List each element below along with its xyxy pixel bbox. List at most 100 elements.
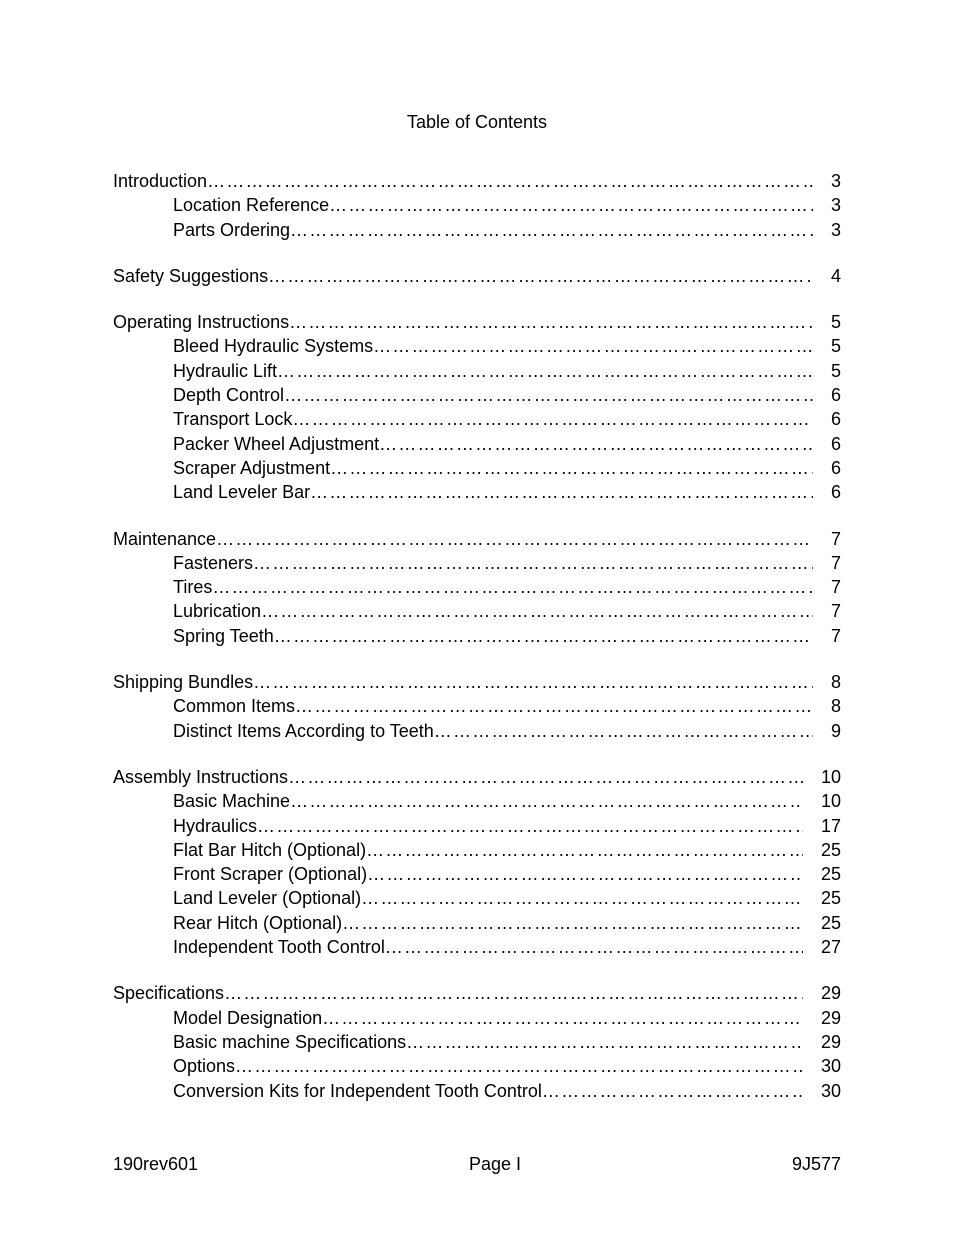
toc-leader-dots: …………………………………………………………………………………………………………… bbox=[295, 694, 813, 718]
toc-subitem: Independent Tooth Control………………………………………… bbox=[113, 935, 841, 959]
toc-leader-dots: …………………………………………………………………………………………………………… bbox=[261, 599, 813, 623]
toc-leader-dots: …………………………………………………………………………………………………………… bbox=[253, 551, 813, 575]
toc-label-wrap: Introduction…………………………………………………………………………… bbox=[113, 169, 813, 193]
toc-leader-dots: …………………………………………………………………………………………………………… bbox=[329, 193, 813, 217]
toc-section-heading: Maintenance……………………………………………………………………………… bbox=[113, 527, 841, 551]
toc-label-wrap: Front Scraper (Optional)…………………………………………… bbox=[113, 862, 803, 886]
toc-leader-dots: …………………………………………………………………………………………………………… bbox=[322, 1006, 803, 1030]
toc-label-wrap: Basic Machine………………………………………………………………………… bbox=[113, 789, 803, 813]
toc-leader-dots: …………………………………………………………………………………………………………… bbox=[288, 765, 803, 789]
toc-section-gap bbox=[113, 288, 841, 310]
toc-entry-label: Tires bbox=[173, 575, 212, 599]
toc-entry-page: 8 bbox=[813, 670, 841, 694]
toc-section-heading: Safety Suggestions…………………………………………………………… bbox=[113, 264, 841, 288]
toc-entry-label: Common Items bbox=[173, 694, 295, 718]
toc-entry-label: Operating Instructions bbox=[113, 310, 289, 334]
toc-entry-page: 25 bbox=[803, 911, 841, 935]
toc-entry-label: Safety Suggestions bbox=[113, 264, 268, 288]
toc-leader-dots: …………………………………………………………………………………………………………… bbox=[406, 1030, 803, 1054]
toc-leader-dots: …………………………………………………………………………………………………………… bbox=[542, 1079, 803, 1103]
toc-subitem: Front Scraper (Optional)…………………………………………… bbox=[113, 862, 841, 886]
toc-subitem: Options………………………………………………………………………………………… bbox=[113, 1054, 841, 1078]
toc-entry-page: 29 bbox=[803, 1006, 841, 1030]
toc-entry-label: Assembly Instructions bbox=[113, 765, 288, 789]
toc-label-wrap: Transport Lock……………………………………………………………………… bbox=[113, 407, 813, 431]
toc-entry-page: 5 bbox=[813, 334, 841, 358]
toc-leader-dots: …………………………………………………………………………………………………………… bbox=[207, 169, 813, 193]
toc-entry-page: 25 bbox=[803, 862, 841, 886]
toc-entry-page: 8 bbox=[813, 694, 841, 718]
toc-entry-label: Independent Tooth Control bbox=[173, 935, 385, 959]
toc-leader-dots: …………………………………………………………………………………………………………… bbox=[379, 432, 813, 456]
toc-subitem: Basic machine Specifications………………………………… bbox=[113, 1030, 841, 1054]
toc-entry-page: 6 bbox=[813, 480, 841, 504]
page-title: Table of Contents bbox=[113, 112, 841, 133]
toc-entry-page: 29 bbox=[803, 981, 841, 1005]
toc-subitem: Packer Wheel Adjustment……………………………………………… bbox=[113, 432, 841, 456]
toc-label-wrap: Scraper Adjustment…………………………………………………………… bbox=[113, 456, 813, 480]
toc-entry-label: Maintenance bbox=[113, 527, 216, 551]
toc-section-heading: Assembly Instructions…………………………………………………… bbox=[113, 765, 841, 789]
toc-label-wrap: Specifications……………………………………………………………………… bbox=[113, 981, 803, 1005]
toc-subitem: Fasteners…………………………………………………………………………………… bbox=[113, 551, 841, 575]
toc-subitem: Land Leveler Bar………………………………………………………………… bbox=[113, 480, 841, 504]
toc-subitem: Lubrication……………………………………………………………………………… bbox=[113, 599, 841, 623]
toc-entry-label: Front Scraper (Optional) bbox=[173, 862, 367, 886]
toc-leader-dots: …………………………………………………………………………………………………………… bbox=[235, 1054, 803, 1078]
toc-label-wrap: Options………………………………………………………………………………………… bbox=[113, 1054, 803, 1078]
toc-label-wrap: Hydraulics………………………………………………………………………………… bbox=[113, 814, 803, 838]
toc-section-heading: Operating Instructions………………………………………………… bbox=[113, 310, 841, 334]
toc-subitem: Bleed Hydraulic Systems……………………………………………… bbox=[113, 334, 841, 358]
toc-leader-dots: …………………………………………………………………………………………………………… bbox=[290, 218, 813, 242]
toc-label-wrap: Parts Ordering……………………………………………………………………… bbox=[113, 218, 813, 242]
toc-entry-label: Introduction bbox=[113, 169, 207, 193]
toc-subitem: Location Reference…………………………………………………………… bbox=[113, 193, 841, 217]
toc-entry-label: Basic Machine bbox=[173, 789, 290, 813]
toc-label-wrap: Lubrication……………………………………………………………………………… bbox=[113, 599, 813, 623]
toc-label-wrap: Flat Bar Hitch (Optional)………………………………………… bbox=[113, 838, 803, 862]
toc-entry-label: Model Designation bbox=[173, 1006, 322, 1030]
toc-subitem: Parts Ordering……………………………………………………………………… bbox=[113, 218, 841, 242]
toc-label-wrap: Conversion Kits for Independent Tooth Co… bbox=[113, 1079, 803, 1103]
footer-center: Page I bbox=[469, 1154, 521, 1175]
toc-entry-label: Options bbox=[173, 1054, 235, 1078]
toc-subitem: Common Items…………………………………………………………………………… bbox=[113, 694, 841, 718]
toc-entry-page: 6 bbox=[813, 383, 841, 407]
toc-label-wrap: Assembly Instructions…………………………………………………… bbox=[113, 765, 803, 789]
toc-entry-page: 9 bbox=[813, 719, 841, 743]
toc-leader-dots: …………………………………………………………………………………………………………… bbox=[212, 575, 813, 599]
toc-label-wrap: Model Designation……………………………………………………………… bbox=[113, 1006, 803, 1030]
toc-entry-page: 7 bbox=[813, 624, 841, 648]
toc-entry-page: 17 bbox=[803, 814, 841, 838]
toc-subitem: Basic Machine………………………………………………………………………… bbox=[113, 789, 841, 813]
toc-subitem: Model Designation……………………………………………………………… bbox=[113, 1006, 841, 1030]
page-footer: 190rev601 Page I 9J577 bbox=[113, 1154, 841, 1175]
toc-leader-dots: …………………………………………………………………………………………………………… bbox=[367, 862, 803, 886]
toc-entry-label: Land Leveler Bar bbox=[173, 480, 310, 504]
toc-entry-page: 4 bbox=[813, 264, 841, 288]
toc-entry-label: Distinct Items According to Teeth bbox=[173, 719, 434, 743]
toc-entry-page: 10 bbox=[803, 765, 841, 789]
toc-subitem: Rear Hitch (Optional)…………………………………………………… bbox=[113, 911, 841, 935]
toc-label-wrap: Hydraulic Lift……………………………………………………………………… bbox=[113, 359, 813, 383]
toc-entry-label: Basic machine Specifications bbox=[173, 1030, 406, 1054]
toc-entry-page: 6 bbox=[813, 407, 841, 431]
toc-entry-label: Land Leveler (Optional) bbox=[173, 886, 361, 910]
toc-leader-dots: …………………………………………………………………………………………………………… bbox=[253, 670, 813, 694]
toc-entry-label: Specifications bbox=[113, 981, 224, 1005]
toc-section-gap bbox=[113, 743, 841, 765]
toc-entry-label: Transport Lock bbox=[173, 407, 292, 431]
footer-left: 190rev601 bbox=[113, 1154, 198, 1175]
toc-entry-page: 3 bbox=[813, 193, 841, 217]
toc-entry-page: 3 bbox=[813, 218, 841, 242]
toc-leader-dots: …………………………………………………………………………………………………………… bbox=[274, 624, 813, 648]
toc-section-gap bbox=[113, 242, 841, 264]
toc-section-heading: Specifications……………………………………………………………………… bbox=[113, 981, 841, 1005]
toc-label-wrap: Maintenance……………………………………………………………………………… bbox=[113, 527, 813, 551]
toc-section-heading: Shipping Bundles………………………………………………………………… bbox=[113, 670, 841, 694]
toc-leader-dots: …………………………………………………………………………………………………………… bbox=[216, 527, 813, 551]
toc-leader-dots: …………………………………………………………………………………………………………… bbox=[292, 407, 813, 431]
toc-entry-label: Conversion Kits for Independent Tooth Co… bbox=[173, 1079, 542, 1103]
toc-entry-label: Location Reference bbox=[173, 193, 329, 217]
toc-entry-label: Rear Hitch (Optional) bbox=[173, 911, 342, 935]
